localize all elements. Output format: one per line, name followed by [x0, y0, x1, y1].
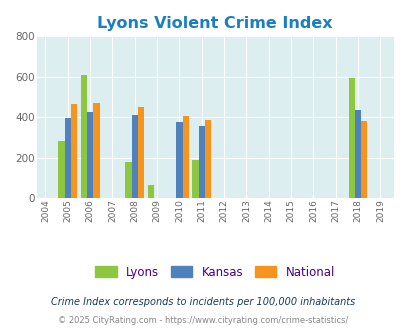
Bar	[87, 112, 93, 198]
Bar	[138, 108, 144, 198]
Bar	[176, 122, 182, 198]
Bar	[71, 104, 77, 198]
Legend: Lyons, Kansas, National: Lyons, Kansas, National	[92, 262, 338, 282]
Bar	[64, 118, 71, 198]
Bar	[58, 141, 64, 198]
Bar	[192, 160, 198, 198]
Text: © 2025 CityRating.com - https://www.cityrating.com/crime-statistics/: © 2025 CityRating.com - https://www.city…	[58, 316, 347, 325]
Bar	[360, 120, 367, 198]
Bar	[205, 119, 211, 198]
Bar	[198, 126, 205, 198]
Bar	[348, 78, 354, 198]
Bar	[147, 185, 153, 198]
Title: Lyons Violent Crime Index: Lyons Violent Crime Index	[97, 16, 332, 31]
Bar	[131, 115, 138, 198]
Bar	[182, 116, 188, 198]
Bar	[81, 75, 87, 198]
Text: Crime Index corresponds to incidents per 100,000 inhabitants: Crime Index corresponds to incidents per…	[51, 297, 354, 307]
Bar	[93, 103, 99, 198]
Bar	[354, 110, 360, 198]
Bar	[125, 162, 131, 198]
